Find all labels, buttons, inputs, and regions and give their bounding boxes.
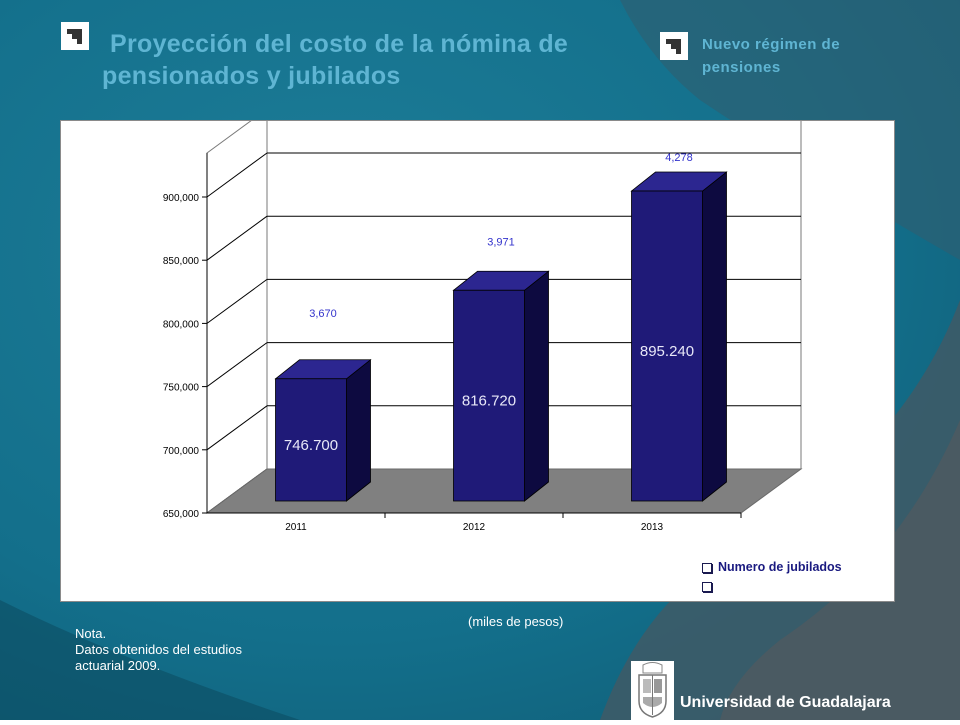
y-tick-label: 800,000 [163,319,200,330]
y-tick-label: 650,000 [163,509,200,520]
chart-panel: 650,000 700,000 750,000 800,000 850,000 900,0… [60,120,895,602]
square-bullet-icon [61,22,89,50]
legend-item-jubilados: Numero de jubilados [702,558,842,577]
jubilados-data-label: 3,971 [487,236,515,248]
note-line-1: Nota. [75,626,107,641]
y-tick-label: 900,000 [163,193,200,204]
legend-label-nomina: Nómina por pagar [718,579,825,593]
gridline-side [206,215,268,261]
checkbox-square-icon [702,581,712,592]
title-line-2: pensionados y jubilados [102,62,401,90]
bar-side [524,270,549,502]
y-tick-label: 700,000 [163,446,200,457]
y-tick-label: 850,000 [163,256,200,267]
subtitle-line-2: pensiones [702,59,781,76]
gridline-side [206,278,268,324]
jubilados-data-label: 4,278 [665,152,693,164]
x-tick-label: 2012 [463,522,486,533]
university-crest-icon [631,661,674,720]
bar-side [346,358,371,502]
bar [275,378,347,502]
note-line-3: actuarial 2009. [75,658,161,673]
page-title: Proyección del costo de la nómina de pen… [102,28,622,92]
gridline-side [206,152,268,198]
bar [631,190,703,502]
note-block: Nota. Datos obtenidos del estudios actua… [75,626,242,674]
chart-legend: Numero de jubilados Nómina por pagar [702,558,842,596]
bar-data-label: 746.700 [284,437,338,454]
page-subtitle: Nuevo régimen de pensiones [702,33,902,79]
x-tick-label: 2013 [641,522,664,533]
bar [453,289,525,502]
bar-data-label: 895.240 [640,343,694,360]
gridline-side [206,342,268,388]
legend-item-nomina: Nómina por pagar [702,577,842,596]
university-name: Universidad de Guadalajara [680,694,891,711]
y-tick-label: 750,000 [163,383,200,394]
x-tick-label: 2011 [285,522,307,533]
units-label: (miles de pesos) [468,614,564,629]
checkbox-square-icon [702,562,712,573]
bar-side [702,171,727,502]
square-bullet-icon [660,32,688,60]
title-line-1: Proyección del costo de la nómina de [110,30,569,58]
jubilados-data-label: 3,670 [309,308,337,320]
bar-data-label: 816.720 [462,393,516,410]
subtitle-line-1: Nuevo régimen de [702,36,841,53]
note-line-2: Datos obtenidos del estudios [75,642,242,657]
bar-chart: 650,000 700,000 750,000 800,000 850,000 900,0… [163,121,803,533]
gridline-side [206,405,268,451]
legend-label-jubilados: Numero de jubilados [718,560,842,574]
